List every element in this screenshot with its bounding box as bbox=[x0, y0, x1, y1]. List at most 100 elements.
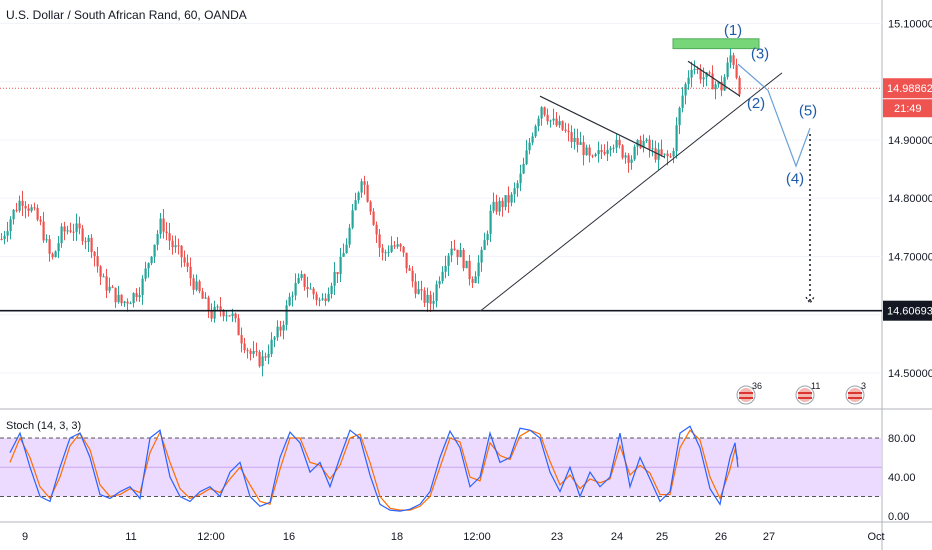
candle-body bbox=[735, 65, 738, 78]
candle-body bbox=[159, 218, 162, 235]
candle-body bbox=[138, 295, 141, 298]
candle-body bbox=[312, 288, 315, 295]
candle-body bbox=[36, 207, 39, 220]
candle-body bbox=[366, 184, 369, 202]
candle-body bbox=[258, 351, 261, 367]
candle-body bbox=[489, 210, 492, 234]
candle-body bbox=[597, 150, 600, 155]
candle-body bbox=[264, 356, 267, 358]
stoch-title: Stoch (14, 3, 3) bbox=[6, 420, 82, 432]
candle-body bbox=[261, 356, 264, 367]
support-price-tag bbox=[883, 300, 932, 321]
candle-body bbox=[408, 268, 411, 271]
candle-body bbox=[21, 200, 24, 206]
event-icon: 11 bbox=[795, 381, 820, 405]
candle-body bbox=[255, 351, 258, 353]
candle-body bbox=[606, 149, 609, 154]
candle-body bbox=[96, 256, 99, 267]
candle-body bbox=[351, 210, 354, 228]
candle-body bbox=[300, 274, 303, 278]
trend-drawings bbox=[0, 60, 882, 312]
price-labels: 14.98862 21:49 14.60693 bbox=[883, 78, 932, 321]
candle-body bbox=[477, 262, 480, 277]
candle-body bbox=[150, 256, 153, 264]
candle-body bbox=[699, 69, 702, 80]
stoch-k-line bbox=[9, 425, 739, 512]
candle-body bbox=[486, 233, 489, 241]
candle-body bbox=[63, 226, 66, 232]
candle-body bbox=[132, 293, 135, 304]
candle-body bbox=[237, 318, 240, 336]
candle-body bbox=[285, 305, 288, 325]
x-tick-label: 27 bbox=[763, 531, 775, 543]
x-tick-label: 16 bbox=[283, 531, 295, 543]
ascending-trendline bbox=[479, 72, 783, 312]
candle-body bbox=[81, 228, 84, 242]
candle-body bbox=[126, 301, 129, 304]
candle-body bbox=[228, 315, 231, 317]
candle-body bbox=[393, 245, 396, 247]
candle-body bbox=[531, 136, 534, 143]
flag-stripe bbox=[798, 392, 812, 394]
candle-body bbox=[375, 224, 378, 235]
candle-body bbox=[0, 238, 3, 240]
candle-body bbox=[645, 139, 648, 142]
candle-body bbox=[240, 335, 243, 344]
candle-body bbox=[45, 239, 48, 241]
candle-body bbox=[141, 278, 144, 296]
candle-body bbox=[501, 200, 504, 208]
candle-body bbox=[153, 244, 156, 257]
candle-body bbox=[732, 55, 735, 66]
stoch-tick-label: 40.00 bbox=[888, 472, 916, 484]
candle-body bbox=[438, 281, 441, 285]
candle-body bbox=[723, 77, 726, 91]
candle-body bbox=[609, 148, 612, 150]
time-axis[interactable]: 9 11 12:00 16 18 12:00 23 24 25 26 27 Oct bbox=[22, 531, 885, 543]
candle-body bbox=[711, 73, 714, 90]
candle-body bbox=[669, 156, 672, 158]
candle-body bbox=[675, 125, 678, 151]
candle-body bbox=[672, 150, 675, 157]
candle-body bbox=[540, 107, 543, 119]
candle-body bbox=[339, 256, 342, 275]
candle-body bbox=[414, 281, 417, 294]
candle-body bbox=[210, 311, 213, 319]
price-axis[interactable]: 15.10000 14.90000 14.80000 14.70000 14.50000… bbox=[888, 18, 932, 523]
candle-body bbox=[720, 81, 723, 91]
candle-body bbox=[372, 211, 375, 225]
candle-body bbox=[612, 147, 615, 149]
event-icon: 3 bbox=[845, 381, 866, 405]
flag-stripe bbox=[848, 397, 862, 399]
candle-body bbox=[600, 150, 603, 152]
event-count: 36 bbox=[752, 381, 762, 391]
candle-body bbox=[684, 84, 687, 96]
candle-body bbox=[360, 181, 363, 193]
wedge-upper-line bbox=[539, 95, 666, 158]
candle-body bbox=[117, 294, 120, 303]
candle-body bbox=[417, 289, 420, 294]
candle-body bbox=[324, 298, 327, 302]
candle-body bbox=[24, 205, 27, 209]
candle-body bbox=[429, 294, 432, 304]
wedge-top-line bbox=[687, 60, 741, 97]
candle-body bbox=[39, 219, 42, 222]
candle-body bbox=[573, 137, 576, 143]
candle-body bbox=[660, 149, 663, 155]
candle-body bbox=[207, 297, 210, 312]
x-tick-label: 9 bbox=[22, 531, 28, 543]
candle-body bbox=[171, 240, 174, 248]
flag-background bbox=[798, 388, 812, 402]
candle-body bbox=[702, 77, 705, 80]
candle-body bbox=[561, 121, 564, 130]
candle-body bbox=[729, 55, 732, 63]
candle-body bbox=[174, 245, 177, 248]
candle-body bbox=[297, 277, 300, 284]
candle-body bbox=[357, 192, 360, 201]
stochastic-panel bbox=[0, 425, 882, 512]
candle-body bbox=[168, 233, 171, 241]
candle-body bbox=[459, 249, 462, 258]
candle-body bbox=[681, 95, 684, 108]
candle-body bbox=[69, 230, 72, 232]
candle-body bbox=[102, 276, 105, 278]
